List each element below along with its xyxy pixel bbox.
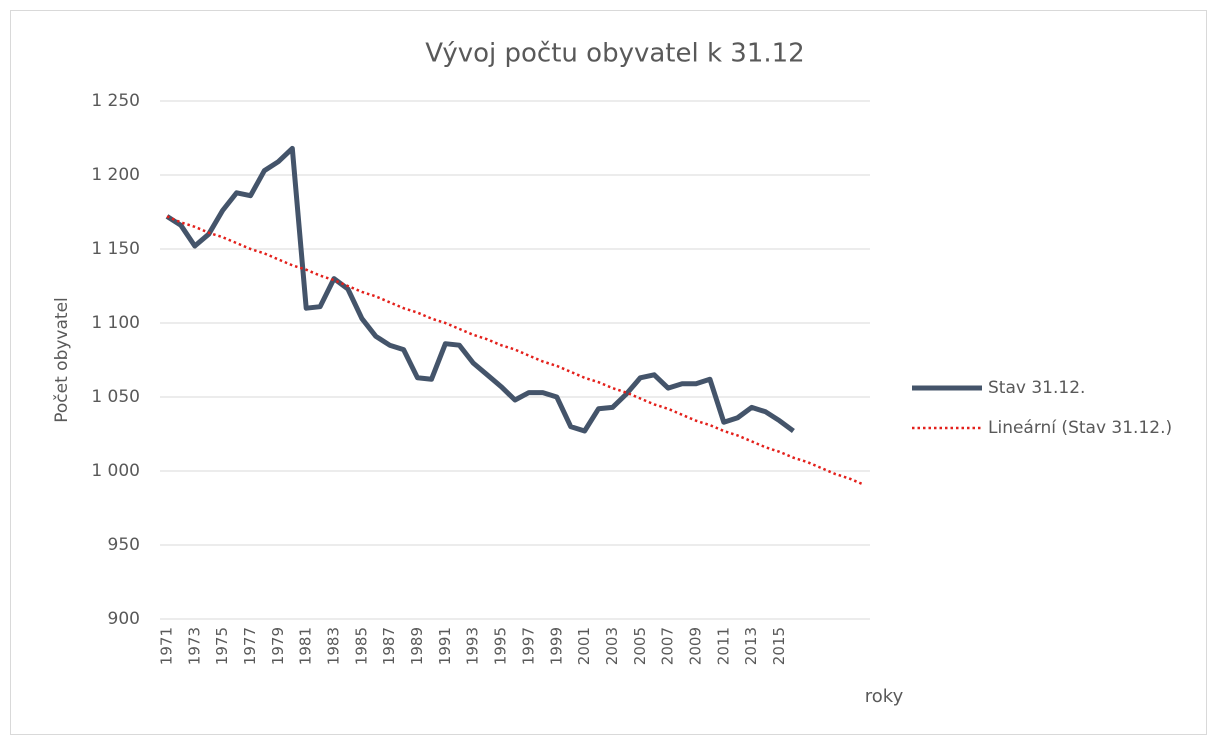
x-tick-label: 1981 [297,627,315,665]
x-axis-title: roky [865,686,904,707]
x-tick-label: 1971 [157,627,175,665]
y-tick-label: 1 100 [91,313,140,333]
y-tick-label: 900 [108,609,140,629]
x-tick-label: 2009 [686,627,704,665]
x-tick-label: 2015 [770,627,788,665]
x-tick-label: 2007 [659,627,677,665]
x-tick-label: 2001 [575,627,593,665]
x-tick-label: 2005 [631,627,649,665]
x-tick-label: 1993 [464,627,482,665]
x-tick-label: 1983 [325,627,343,665]
x-tick-label: 1997 [519,627,537,665]
series-line [165,145,795,434]
x-tick-label: 1999 [547,627,565,665]
y-tick-label: 1 250 [91,91,140,111]
legend-label: Stav 31.12. [988,378,1085,398]
y-tick-label: 950 [108,535,140,555]
x-tick-label: 1991 [436,627,454,665]
series-line [166,215,864,486]
legend-label: Lineární (Stav 31.12.) [988,418,1172,438]
x-tick-label: 2003 [603,627,621,665]
y-tick-label: 1 000 [91,461,140,481]
x-tick-label: 1977 [241,627,259,665]
chart-title: Vývoj počtu obyvatel k 31.12 [425,39,804,69]
x-tick-label: 1973 [185,627,203,665]
y-tick-label: 1 150 [91,239,140,259]
y-axis-title: Počet obyvatel [52,297,72,423]
x-tick-label: 2011 [714,627,732,665]
x-tick-label: 1995 [492,627,510,665]
x-tick-label: 2013 [742,627,760,665]
x-tick-label: 1987 [380,627,398,665]
x-tick-label: 1979 [269,627,287,665]
x-tick-label: 1975 [213,627,231,665]
x-tick-label: 1985 [352,627,370,665]
chart-frame [10,10,1207,735]
x-tick-label: 1989 [408,627,426,665]
y-tick-label: 1 050 [91,387,140,407]
y-tick-label: 1 200 [91,165,140,185]
